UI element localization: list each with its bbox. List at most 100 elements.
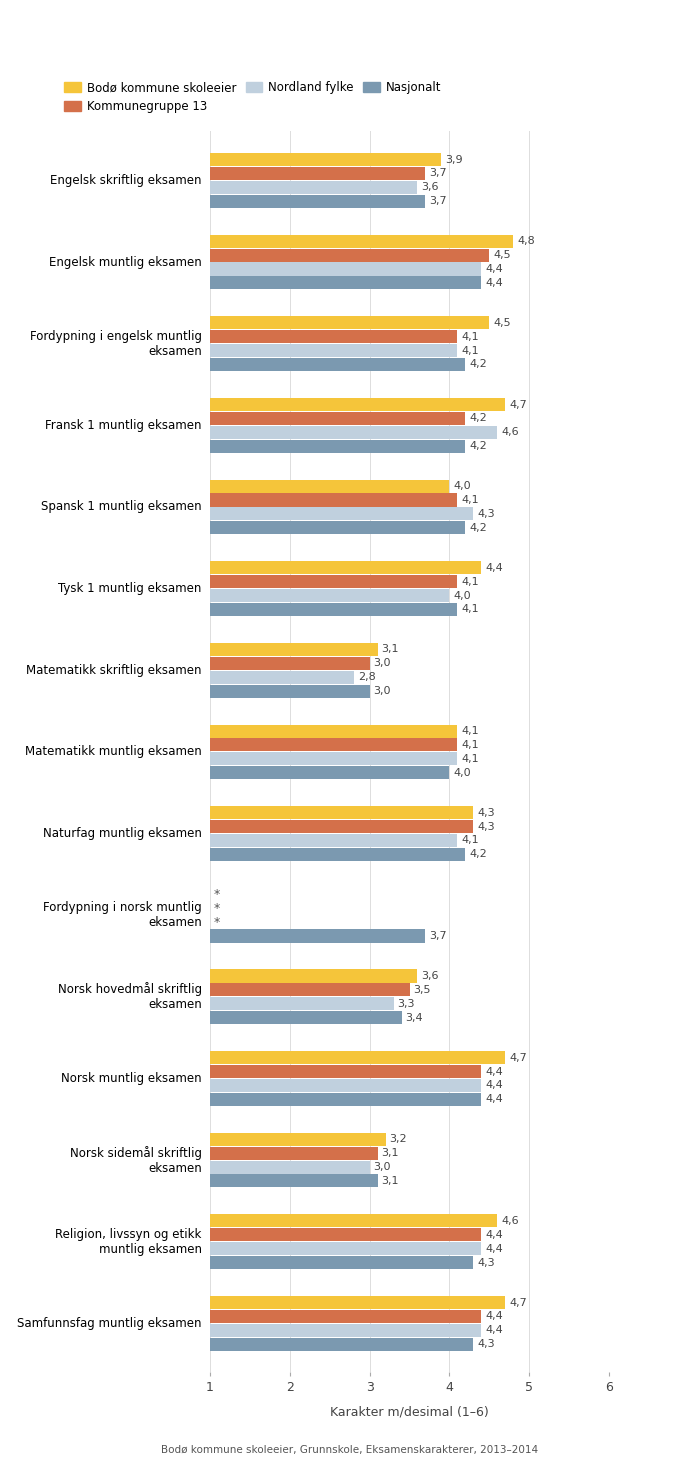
Bar — [210, 248, 489, 261]
Text: 4,4: 4,4 — [485, 1311, 503, 1321]
Text: 4,4: 4,4 — [485, 1095, 503, 1104]
Text: 4,3: 4,3 — [477, 1339, 495, 1349]
X-axis label: Karakter m/desimal (1–6): Karakter m/desimal (1–6) — [330, 1406, 489, 1419]
Bar — [210, 969, 417, 983]
Text: 3,1: 3,1 — [382, 644, 399, 654]
Bar — [210, 561, 482, 574]
Bar — [210, 1064, 482, 1077]
Text: 3,0: 3,0 — [374, 658, 391, 669]
Bar — [210, 1133, 386, 1146]
Bar — [210, 1174, 377, 1187]
Bar — [210, 930, 426, 943]
Text: 4,0: 4,0 — [454, 768, 471, 778]
Bar — [210, 657, 370, 670]
Bar — [210, 834, 457, 847]
Text: 4,1: 4,1 — [461, 726, 479, 736]
Legend: Bodø kommune skoleeier, Kommunegruppe 13, Nordland fylke, Nasjonalt: Bodø kommune skoleeier, Kommunegruppe 13… — [64, 82, 441, 112]
Text: 4,1: 4,1 — [461, 835, 479, 845]
Text: 4,1: 4,1 — [461, 331, 479, 342]
Bar — [210, 1012, 402, 1023]
Text: 4,4: 4,4 — [485, 1229, 503, 1240]
Text: 4,4: 4,4 — [485, 264, 503, 274]
Bar — [210, 1215, 497, 1228]
Bar — [210, 848, 466, 861]
Bar — [210, 1092, 482, 1105]
Bar — [210, 739, 457, 752]
Text: 4,8: 4,8 — [517, 237, 535, 247]
Bar — [210, 153, 442, 166]
Bar — [210, 1256, 473, 1269]
Bar — [210, 508, 473, 520]
Text: 4,5: 4,5 — [494, 250, 511, 260]
Bar — [210, 399, 505, 412]
Text: 4,3: 4,3 — [477, 1257, 495, 1267]
Bar — [210, 670, 354, 683]
Text: 3,0: 3,0 — [374, 1162, 391, 1172]
Text: 4,3: 4,3 — [477, 822, 495, 832]
Bar — [210, 752, 457, 765]
Text: 4,2: 4,2 — [470, 850, 487, 860]
Text: 3,6: 3,6 — [421, 182, 439, 193]
Text: 3,1: 3,1 — [382, 1148, 399, 1158]
Bar — [210, 1079, 482, 1092]
Text: 4,4: 4,4 — [485, 1080, 503, 1091]
Text: 4,4: 4,4 — [485, 1244, 503, 1254]
Text: 3,7: 3,7 — [430, 168, 447, 178]
Bar — [210, 1146, 377, 1159]
Text: Bodø kommune skoleeier, Grunnskole, Eksamenskarakterer, 2013–2014: Bodø kommune skoleeier, Grunnskole, Eksa… — [162, 1445, 538, 1454]
Bar — [210, 1310, 482, 1323]
Text: 3,3: 3,3 — [398, 999, 415, 1009]
Text: 4,2: 4,2 — [470, 413, 487, 423]
Text: 4,1: 4,1 — [461, 577, 479, 587]
Bar — [210, 521, 466, 534]
Text: 4,1: 4,1 — [461, 604, 479, 615]
Text: 3,1: 3,1 — [382, 1175, 399, 1186]
Text: 3,2: 3,2 — [390, 1134, 407, 1145]
Text: 3,7: 3,7 — [430, 196, 447, 206]
Text: 4,2: 4,2 — [470, 523, 487, 533]
Bar — [210, 345, 457, 358]
Text: 4,5: 4,5 — [494, 318, 511, 328]
Bar — [210, 766, 449, 780]
Bar — [210, 984, 410, 996]
Text: 4,4: 4,4 — [485, 1326, 503, 1336]
Text: 4,7: 4,7 — [510, 400, 527, 409]
Text: *: * — [214, 915, 220, 929]
Bar — [210, 317, 489, 330]
Bar — [210, 642, 377, 656]
Bar — [210, 439, 466, 453]
Text: 3,5: 3,5 — [414, 986, 431, 994]
Bar — [210, 1296, 505, 1310]
Text: 4,1: 4,1 — [461, 740, 479, 750]
Bar — [210, 426, 497, 439]
Text: 4,3: 4,3 — [477, 510, 495, 518]
Text: 4,0: 4,0 — [454, 590, 471, 600]
Bar — [210, 685, 370, 698]
Bar — [210, 330, 457, 343]
Bar — [210, 588, 449, 602]
Bar — [210, 603, 457, 616]
Text: 4,7: 4,7 — [510, 1298, 527, 1308]
Text: 3,7: 3,7 — [430, 931, 447, 942]
Bar — [210, 1324, 482, 1337]
Text: 4,6: 4,6 — [501, 428, 519, 437]
Bar — [210, 263, 482, 276]
Bar — [210, 276, 482, 289]
Text: 4,4: 4,4 — [485, 562, 503, 572]
Bar — [210, 1337, 473, 1351]
Bar — [210, 997, 393, 1010]
Text: 4,2: 4,2 — [470, 359, 487, 369]
Bar — [210, 1228, 482, 1241]
Bar — [210, 724, 457, 737]
Bar — [210, 181, 417, 194]
Bar — [210, 166, 426, 180]
Text: 4,1: 4,1 — [461, 495, 479, 505]
Text: *: * — [214, 888, 220, 901]
Bar — [210, 806, 473, 819]
Text: 4,7: 4,7 — [510, 1053, 527, 1063]
Text: 4,2: 4,2 — [470, 441, 487, 451]
Text: 3,9: 3,9 — [445, 155, 463, 165]
Text: *: * — [214, 902, 220, 915]
Bar — [210, 493, 457, 507]
Text: 4,1: 4,1 — [461, 753, 479, 764]
